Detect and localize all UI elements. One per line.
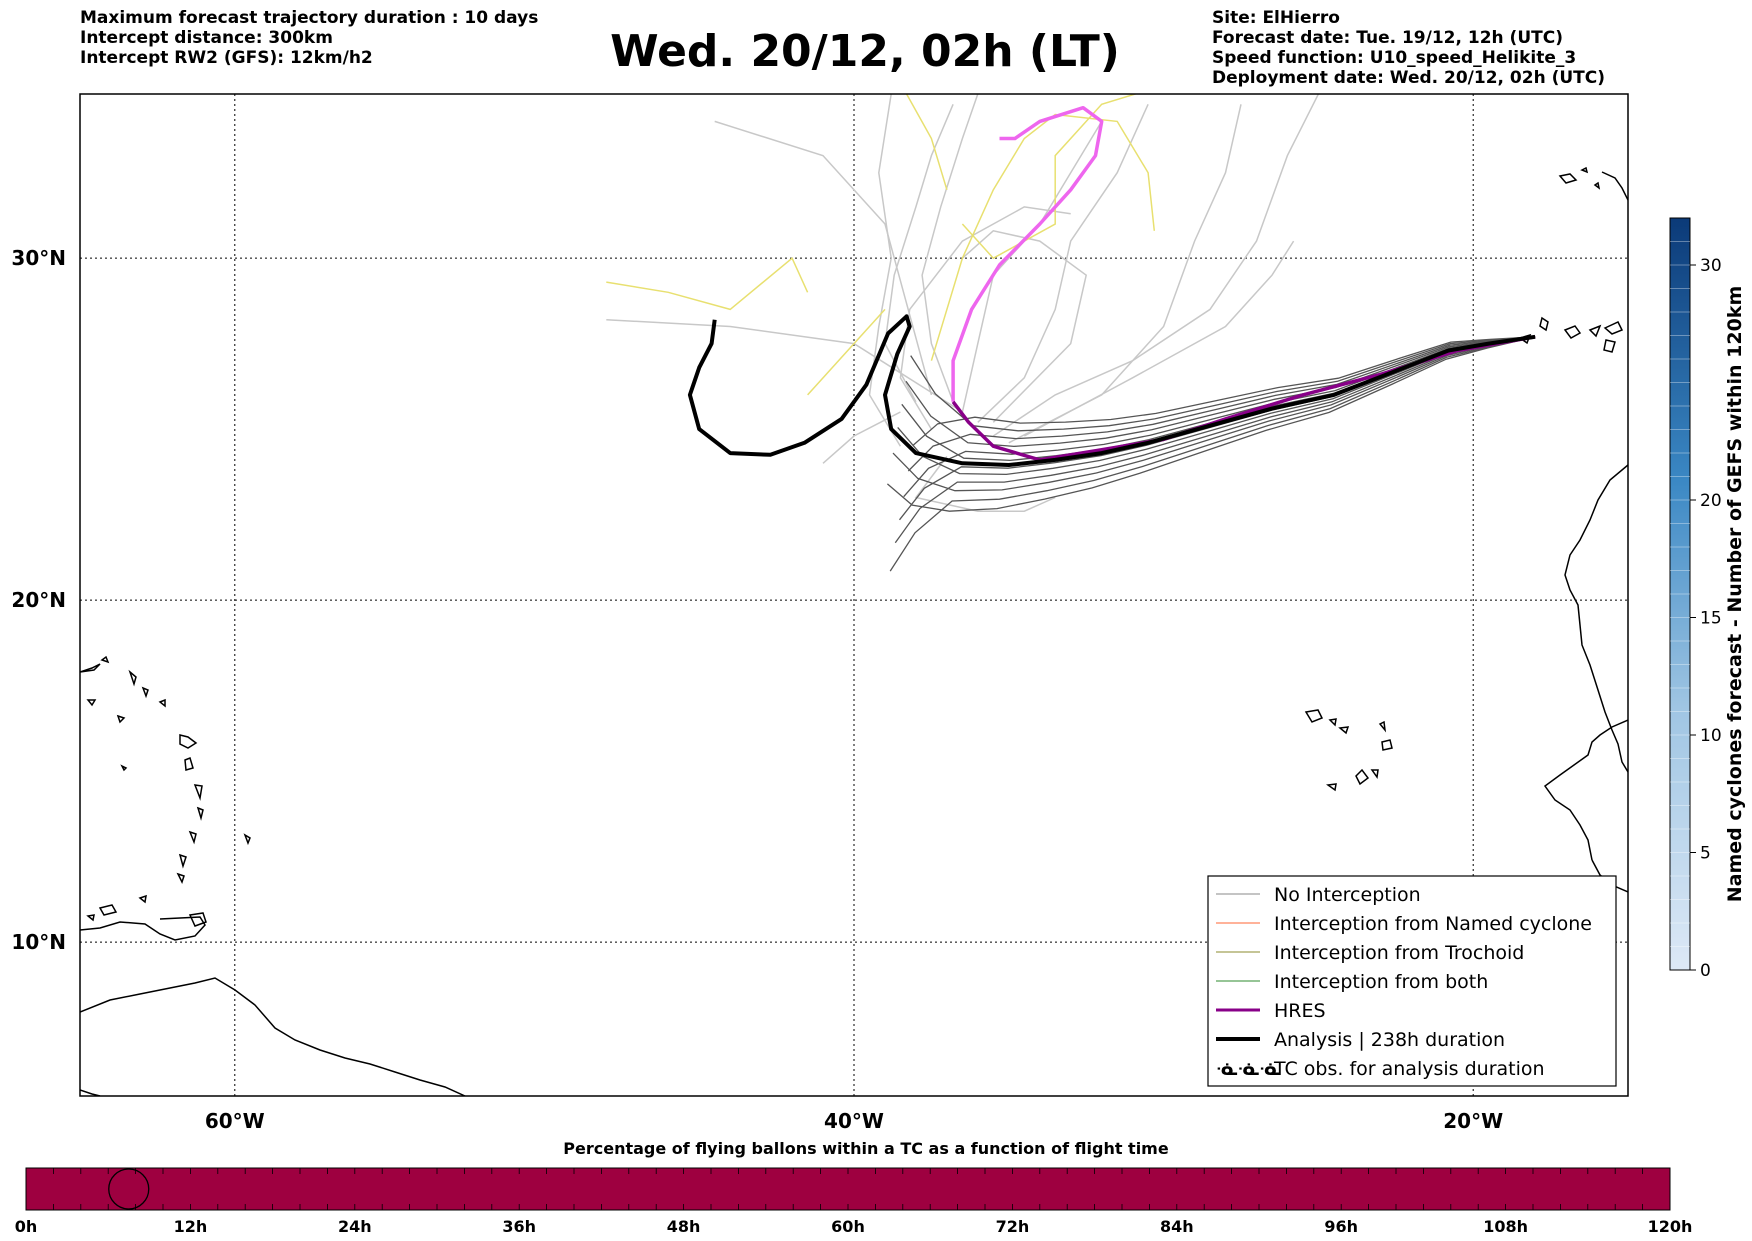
time-bar-tick-label: 84h bbox=[1160, 1217, 1194, 1236]
coastline-west-africa bbox=[1564, 464, 1628, 773]
time-bar-tick-label: 60h bbox=[831, 1217, 865, 1236]
cape-verde-islands bbox=[1304, 709, 1393, 792]
legend-label: No Interception bbox=[1274, 884, 1421, 906]
time-bar-tick-label: 0h bbox=[15, 1217, 38, 1236]
colorbar-tick-label: 15 bbox=[1700, 609, 1722, 629]
lat-tick-label: 30°N bbox=[11, 246, 66, 270]
gefs-light-trajectory bbox=[822, 411, 901, 464]
gefs-no-interception-trajectory bbox=[889, 336, 1536, 572]
colorbar-gradient bbox=[1669, 217, 1691, 971]
max-duration-text: Maximum forecast trajectory duration : 1… bbox=[80, 8, 539, 28]
gefs-no-interception-trajectory bbox=[912, 336, 1536, 446]
gefs-light-trajectory bbox=[606, 318, 963, 413]
coastline-trinidad bbox=[188, 912, 207, 927]
time-bar-title: Percentage of flying ballons within a TC… bbox=[563, 1139, 1169, 1158]
header-right-info: Site: ElHierro Forecast date: Tue. 19/12… bbox=[1212, 8, 1605, 88]
gefs-light-trajectory bbox=[868, 94, 902, 447]
gefs-light-trajectory bbox=[914, 456, 1056, 512]
time-bar-tick-label: 120h bbox=[1648, 1217, 1693, 1236]
gefs-yellow-trajectory bbox=[961, 94, 1138, 260]
legend-box bbox=[1207, 875, 1617, 1087]
time-bar-tick-label: 48h bbox=[667, 1217, 701, 1236]
speed-function-text: Speed function: U10_speed_Helikite_3 bbox=[1212, 48, 1577, 68]
lat-tick-label: 20°N bbox=[11, 588, 66, 612]
intercept-rw2-text: Intercept RW2 (GFS): 12km/h2 bbox=[80, 48, 373, 68]
gefs-yellow-trajectory bbox=[905, 94, 948, 191]
gefs-light-trajectory bbox=[1023, 240, 1295, 437]
gefs-trajectories-yellow bbox=[606, 94, 1156, 396]
map-area: 60°W 40°W 20°W 30°N 20°N 10°N No Interceptio… bbox=[11, 93, 1629, 1133]
time-bar-tick-label: 12h bbox=[174, 1217, 208, 1236]
deployment-date-text: Deployment date: Wed. 20/12, 02h (UTC) bbox=[1212, 68, 1606, 88]
coastline-morocco bbox=[1601, 171, 1628, 201]
page-title: Wed. 20/12, 02h (LT) bbox=[610, 26, 1120, 77]
legend-marker-tc-obs: ᓍᓍᓍ bbox=[1216, 1059, 1281, 1080]
gefs-no-interception-trajectory bbox=[907, 336, 1536, 472]
gefs-light-trajectory bbox=[992, 94, 1320, 437]
site-text: Site: ElHierro bbox=[1212, 8, 1340, 28]
coastline-senegal bbox=[1543, 719, 1628, 861]
colorbar-tick-label: 20 bbox=[1700, 491, 1722, 511]
time-bar-tick-label: 24h bbox=[338, 1217, 372, 1236]
time-bar-tick-labels: 0h 12h 24h 36h 48h 60h 72h 84h 96h 108h 120h bbox=[15, 1217, 1693, 1236]
time-bar-tick-label: 36h bbox=[502, 1217, 536, 1236]
coastline-venezuela bbox=[80, 916, 206, 941]
time-bar-current-marker bbox=[108, 1168, 150, 1210]
legend: No Interception Interception from Named c… bbox=[1207, 875, 1617, 1087]
madeira-islands bbox=[1558, 166, 1601, 190]
gefs-light-trajectory bbox=[884, 104, 954, 403]
gefs-yellow-trajectory bbox=[606, 256, 809, 311]
time-bar-tick-label: 96h bbox=[1324, 1217, 1358, 1236]
colorbar-tick-label: 5 bbox=[1700, 844, 1711, 864]
gefs-no-interception-trajectory bbox=[892, 336, 1536, 492]
gefs-yellow-trajectory bbox=[807, 308, 886, 396]
time-bar: Percentage of flying ballons within a TC… bbox=[15, 1139, 1693, 1236]
coastlines bbox=[80, 166, 1628, 1096]
intercept-distance-text: Intercept distance: 300km bbox=[80, 28, 333, 48]
colorbar-tick-label: 0 bbox=[1700, 961, 1711, 981]
legend-label: Interception from both bbox=[1274, 971, 1488, 993]
header-left-info: Maximum forecast trajectory duration : 1… bbox=[80, 8, 538, 68]
colorbar: 0 5 10 15 20 30 Named cyclones forecast - Num… bbox=[1669, 217, 1746, 981]
forecast-date-text: Forecast date: Tue. 19/12, 12h (UTC) bbox=[1212, 28, 1563, 48]
colorbar-ticks: 0 5 10 15 20 30 bbox=[1670, 241, 1722, 981]
lon-tick-label: 40°W bbox=[824, 1109, 884, 1133]
legend-label: TC obs. for analysis duration bbox=[1273, 1058, 1545, 1080]
lesser-antilles bbox=[80, 655, 251, 922]
gefs-light-trajectory bbox=[977, 103, 1149, 423]
lon-tick-label: 60°W bbox=[205, 1109, 265, 1133]
legend-label: HRES bbox=[1274, 1000, 1326, 1022]
gefs-light-trajectory bbox=[714, 120, 933, 396]
gefs-light-trajectory bbox=[961, 229, 1088, 423]
legend-label: Interception from Trochoid bbox=[1274, 942, 1524, 964]
colorbar-tick-label: 30 bbox=[1700, 256, 1722, 276]
pink-trajectory bbox=[951, 105, 1104, 402]
coastline-south-america bbox=[80, 977, 466, 1096]
time-bar-fill bbox=[25, 1167, 1671, 1211]
time-bar-minor-ticks bbox=[53, 1168, 1643, 1210]
gefs-light-trajectory bbox=[899, 206, 1071, 430]
gefs-yellow-trajectory bbox=[930, 113, 1156, 361]
legend-label: Analysis | 238h duration bbox=[1274, 1029, 1505, 1051]
map-frame bbox=[79, 93, 1629, 1097]
lat-tick-label: 10°N bbox=[11, 930, 66, 954]
gefs-no-interception-trajectory bbox=[886, 336, 1536, 512]
time-bar-tick-label: 108h bbox=[1483, 1217, 1528, 1236]
gefs-no-interception-trajectory bbox=[910, 336, 1536, 432]
gefs-trajectories-light bbox=[606, 94, 1320, 512]
colorbar-tick-label: 10 bbox=[1700, 726, 1722, 746]
gefs-no-interception-trajectory bbox=[905, 336, 1536, 448]
time-bar-tick-label: 72h bbox=[996, 1217, 1030, 1236]
colorbar-label: Named cyclones forecast - Number of GEFS… bbox=[1724, 286, 1746, 903]
analysis-trajectory bbox=[687, 314, 1536, 467]
legend-label: Interception from Named cyclone bbox=[1274, 913, 1592, 935]
longitude-tick-labels: 60°W 40°W 20°W bbox=[205, 1109, 1503, 1133]
lon-tick-label: 20°W bbox=[1443, 1109, 1503, 1133]
latitude-tick-labels: 30°N 20°N 10°N bbox=[11, 246, 66, 954]
canary-islands bbox=[1518, 316, 1624, 353]
gefs-light-trajectory bbox=[921, 94, 979, 403]
